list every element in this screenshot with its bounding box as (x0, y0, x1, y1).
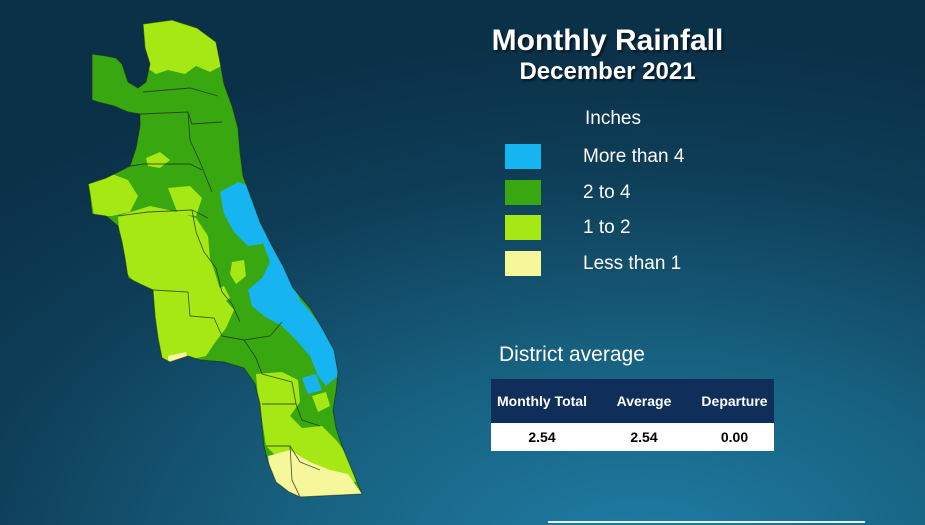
table-header-row: Monthly Total Average Departure (491, 379, 774, 423)
title-line-1: Monthly Rainfall (491, 24, 724, 57)
map-title: Monthly Rainfall December 2021 (440, 24, 775, 86)
region-1-to-2-center (168, 186, 202, 216)
header-departure: Departure (695, 379, 774, 423)
value-average: 2.54 (593, 423, 695, 451)
legend-title: Inches (585, 108, 641, 129)
table-row: 2.54 2.54 0.00 (491, 423, 774, 451)
legend-swatch-1-to-2 (505, 215, 541, 240)
region-1-to-2-west (118, 206, 234, 364)
region-1-to-2-north (140, 20, 225, 74)
value-departure: 0.00 (695, 423, 774, 451)
legend-label: 2 to 4 (583, 181, 631, 203)
region-more-than-4-c (302, 374, 322, 394)
region-1-to-2-spot-c (210, 286, 230, 306)
district-average-table: Monthly Total Average Departure 2.54 2.5… (491, 379, 774, 451)
region-1-to-2-spot-b (230, 260, 246, 284)
header-monthly-total: Monthly Total (491, 379, 593, 423)
legend-swatch-more-than-4 (505, 144, 541, 169)
legend-label: Less than 1 (583, 252, 682, 274)
legend-label: More than 4 (583, 146, 685, 167)
title-line-2: December 2021 (519, 58, 696, 85)
header-average: Average (593, 379, 695, 423)
region-less-than-1-spot (168, 352, 190, 378)
legend-label: 1 to 2 (583, 217, 631, 238)
legend-swatch-less-than-1 (505, 250, 541, 276)
region-1-to-2-north-west (88, 174, 138, 216)
legend-swatch-2-to-4 (505, 179, 541, 205)
region-1-to-2-south-spot (312, 392, 330, 412)
value-monthly-total: 2.54 (491, 423, 593, 451)
district-average-title: District average (499, 343, 645, 366)
region-less-than-1-south (268, 450, 362, 497)
bottom-divider (548, 521, 865, 523)
region-more-than-4-b (248, 226, 338, 386)
